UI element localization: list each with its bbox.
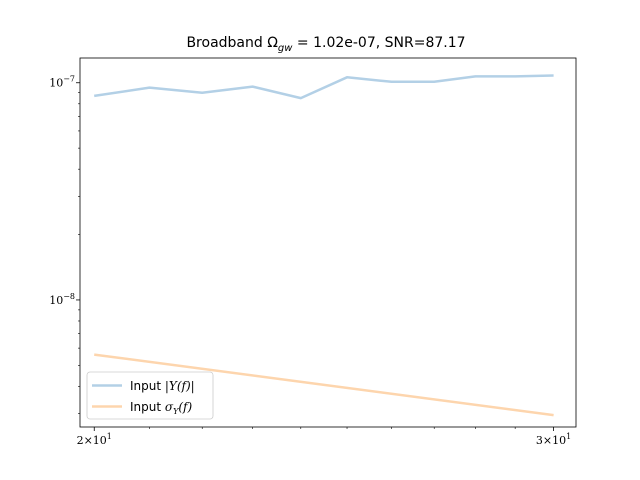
legend-label-abs-y: Input |Y(f)| [130, 379, 195, 393]
series-layer [94, 74, 554, 417]
x-tick-label: 2×101 [77, 432, 112, 447]
chart-title: Broadband Ωgw = 1.02e-07, SNR=87.17 [186, 35, 465, 54]
plot-area [79, 57, 577, 428]
x-axis-ticks: 2×101 3×101 [77, 427, 571, 447]
y-tick-label: 10−7 [49, 75, 75, 90]
series-line-0 [94, 74, 554, 100]
legend-label-sigma-y: Input σY(f) [130, 400, 192, 416]
x-tick-label: 3×101 [536, 432, 571, 447]
legend: Input |Y(f)| Input σY(f) [86, 371, 214, 420]
y-axis-ticks: 10−7 10−8 [49, 75, 80, 414]
series-line-1 [94, 353, 554, 417]
y-tick-label: 10−8 [49, 292, 75, 307]
